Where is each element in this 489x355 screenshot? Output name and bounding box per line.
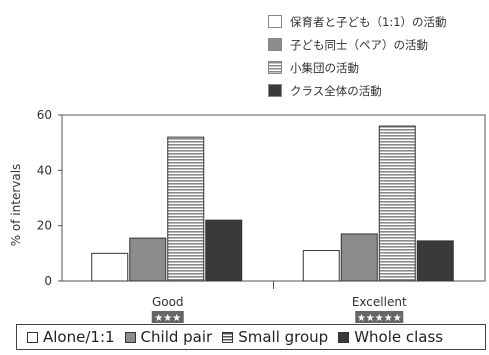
y-tick-label: 40 [37, 163, 52, 177]
legend-swatch [27, 331, 38, 343]
plot-area: 0 20 40 60 Good ★★★ Excellent ★★★★★ [37, 108, 486, 324]
legend-swatch [338, 331, 350, 343]
legend-top-item-child-pair: 子ども同士（ペア）の活動 [268, 33, 447, 56]
y-tick-label: 60 [37, 108, 52, 122]
bar-excellent-whole-class [416, 240, 454, 282]
rating-badge-excellent [355, 311, 404, 323]
legend-top-item-whole-class: クラス全体の活動 [268, 79, 447, 102]
bar-good-child-pair [129, 237, 167, 282]
legend-bottom-item-small-group: Small group [222, 328, 328, 346]
y-tick-label: 0 [44, 274, 52, 288]
legend-label: 保育者と子ども（1:1）の活動 [290, 14, 447, 29]
legend-label: 子ども同士（ペア）の活動 [290, 37, 428, 52]
legend-label: クラス全体の活動 [290, 83, 382, 98]
legend-label: 小集団の活動 [290, 60, 359, 75]
legend-top-item-alone-1-1: 保育者と子ども（1:1）の活動 [268, 10, 447, 33]
legend-top-item-small-group: 小集団の活動 [268, 56, 447, 79]
bar-excellent-small-group [378, 125, 416, 282]
y-axis-label: % of intervals [9, 164, 23, 247]
bar-excellent-child-pair [340, 233, 378, 282]
y-tick-label: 20 [37, 219, 52, 233]
legend-swatch [268, 84, 282, 97]
bar-excellent-alone-1-1 [302, 250, 340, 282]
bar-good-alone-1-1 [91, 252, 129, 282]
legend-label: Child pair [140, 328, 213, 346]
rating-stars-excellent: ★★★★★ [357, 313, 402, 324]
legend-bottom-item-child-pair: Child pair [124, 328, 213, 346]
legend-label: Alone/1:1 [43, 328, 115, 346]
legend-bottom: Alone/1:1 Child pair Small group Whole clas… [16, 324, 486, 350]
x-tick-label-excellent: Excellent [352, 295, 407, 309]
legend-swatch [124, 331, 136, 343]
bar-good-small-group [167, 136, 205, 282]
rating-stars-good: ★★★ [154, 313, 181, 324]
legend-swatch [268, 61, 282, 74]
legend-bottom-item-alone-1-1: Alone/1:1 [27, 328, 115, 346]
x-tick-label-good: Good [152, 295, 184, 309]
legend-top: 保育者と子ども（1:1）の活動 子ども同士（ペア）の活動 小集団の活動クラス全体の活… [268, 10, 447, 102]
legend-swatch [268, 15, 282, 28]
legend-label: Small group [238, 328, 329, 346]
bar-good-whole-class [205, 219, 243, 282]
legend-swatch [268, 38, 282, 51]
legend-label: Whole class [354, 328, 444, 346]
legend-swatch [222, 331, 234, 343]
rating-badge-good [151, 311, 184, 323]
legend-bottom-item-whole-class: Whole class [338, 328, 443, 346]
